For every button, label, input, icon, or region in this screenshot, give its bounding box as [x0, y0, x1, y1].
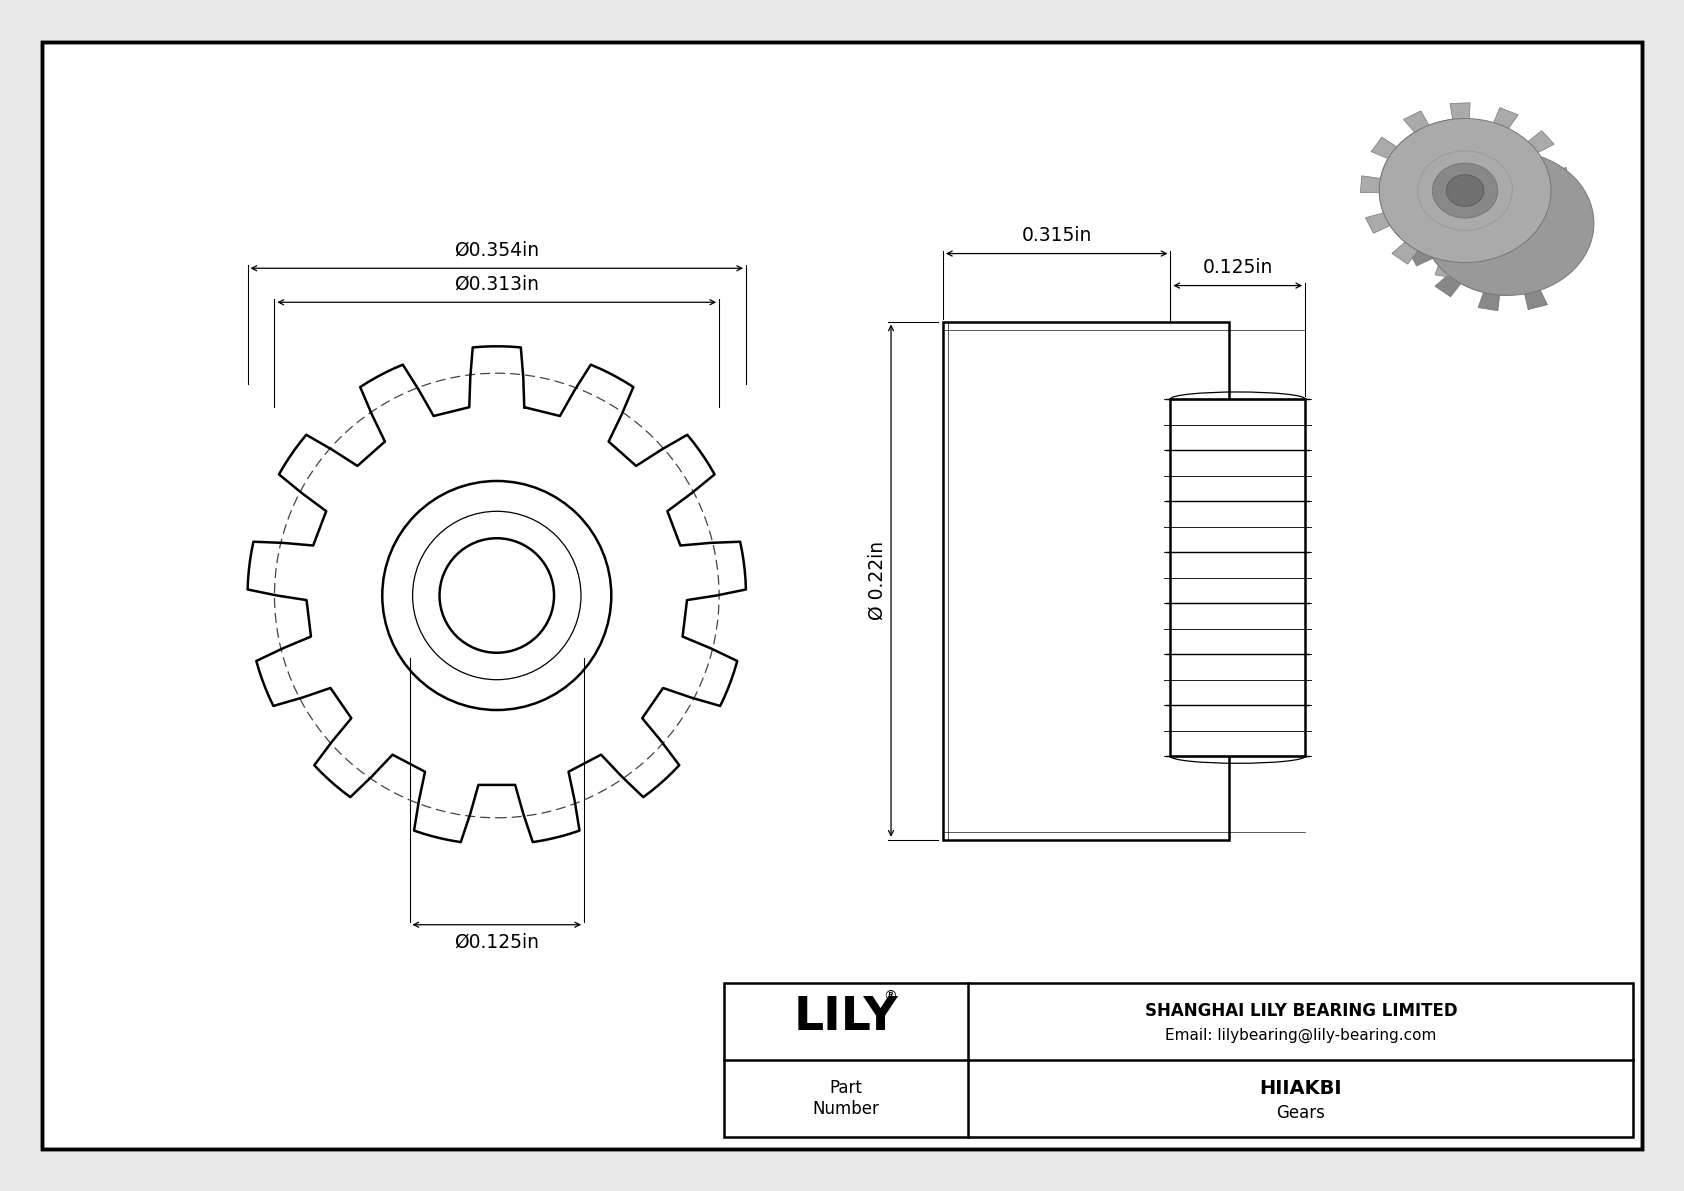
Polygon shape	[1379, 119, 1509, 295]
Polygon shape	[1435, 275, 1462, 297]
Polygon shape	[1447, 144, 1472, 166]
Polygon shape	[1371, 137, 1396, 158]
Polygon shape	[1450, 102, 1470, 119]
Text: Part
Number: Part Number	[813, 1079, 879, 1118]
Text: ®: ®	[884, 990, 898, 1004]
Polygon shape	[1544, 206, 1568, 225]
Text: Ø 0.22in: Ø 0.22in	[867, 541, 886, 621]
Ellipse shape	[1421, 151, 1593, 295]
Text: SHANGHAI LILY BEARING LIMITED: SHANGHAI LILY BEARING LIMITED	[1145, 1003, 1457, 1021]
Text: Gears: Gears	[1276, 1104, 1325, 1122]
Polygon shape	[1415, 170, 1440, 192]
Polygon shape	[1548, 168, 1569, 186]
Polygon shape	[1524, 291, 1548, 310]
Text: LILY: LILY	[793, 994, 899, 1040]
Polygon shape	[1403, 208, 1423, 225]
Polygon shape	[1408, 245, 1433, 266]
Polygon shape	[1527, 131, 1554, 152]
Bar	[1170, 399, 1305, 756]
Ellipse shape	[1379, 119, 1551, 263]
Bar	[943, 322, 1229, 840]
Polygon shape	[1482, 257, 1504, 276]
Text: Ø0.313in: Ø0.313in	[455, 274, 539, 293]
Text: Email: lilybearing@lily-bearing.com: Email: lilybearing@lily-bearing.com	[1165, 1028, 1436, 1043]
Text: Ø0.125in: Ø0.125in	[455, 933, 539, 952]
Bar	[724, 983, 1633, 1137]
Polygon shape	[1494, 136, 1514, 152]
Ellipse shape	[1447, 175, 1484, 206]
Polygon shape	[1435, 260, 1457, 278]
Text: 0.315in: 0.315in	[1022, 225, 1091, 244]
Ellipse shape	[1433, 163, 1497, 218]
Polygon shape	[1403, 111, 1430, 132]
Polygon shape	[1479, 292, 1500, 311]
Text: 0.125in: 0.125in	[1202, 257, 1273, 276]
Polygon shape	[1494, 107, 1519, 129]
Polygon shape	[1366, 213, 1389, 233]
Polygon shape	[1519, 237, 1546, 260]
Text: Ø0.354in: Ø0.354in	[455, 241, 539, 260]
Text: HIIAKBI: HIIAKBI	[1260, 1079, 1342, 1098]
Polygon shape	[1393, 242, 1418, 264]
Polygon shape	[1361, 176, 1381, 193]
